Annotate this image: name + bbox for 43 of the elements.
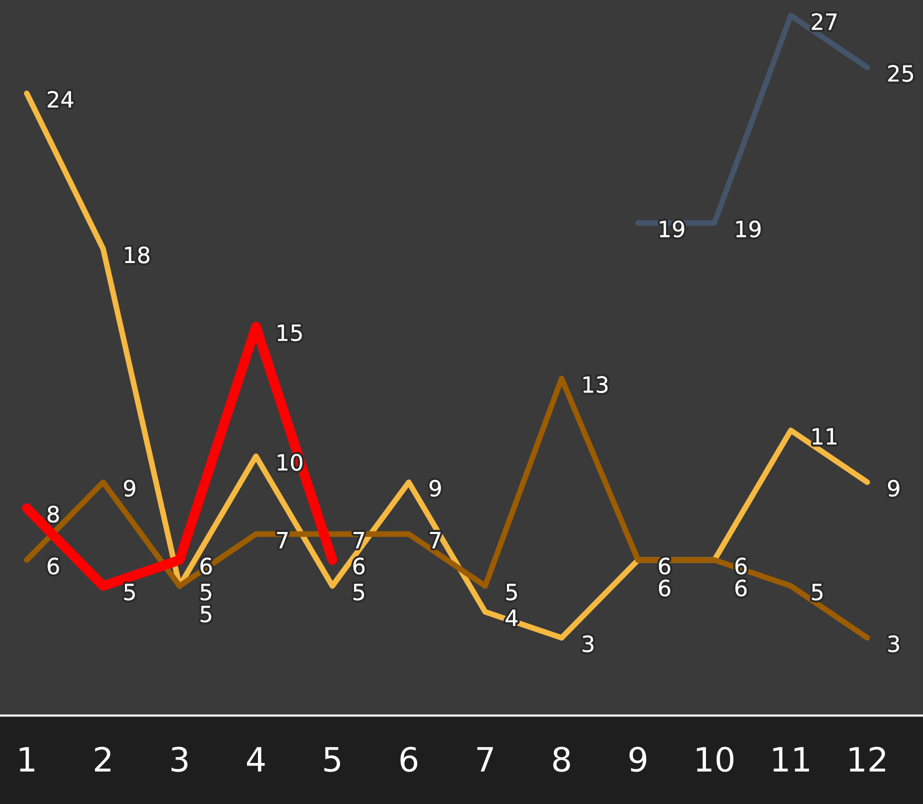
data-label: 11 (812, 428, 836, 445)
data-label: 5 (200, 606, 212, 622)
data-label: 9 (124, 480, 136, 497)
x-tick-label: 5 (324, 747, 340, 772)
data-label: 5 (812, 584, 822, 600)
x-tick-label: 7 (477, 747, 493, 772)
data-label: 3 (888, 635, 900, 652)
data-label: 5 (124, 584, 135, 600)
data-label: 9 (888, 480, 900, 497)
data-label: 7 (430, 532, 440, 548)
data-label: 18 (125, 246, 150, 264)
x-tick-label: 1 (20, 747, 34, 772)
data-label: 25 (888, 65, 914, 82)
x-tick-label: 3 (171, 746, 188, 772)
x-tick-label: 12 (850, 746, 886, 772)
data-label: 6 (48, 558, 59, 574)
data-label: 15 (278, 324, 302, 342)
data-label: 5 (200, 584, 212, 600)
x-tick-label: 6 (400, 746, 418, 772)
data-label: 9 (430, 480, 441, 497)
data-label: 19 (736, 220, 761, 238)
data-label: 5 (354, 584, 364, 600)
x-tick-label: 11 (773, 747, 809, 772)
x-tick-label: 8 (553, 746, 570, 772)
data-label: 27 (812, 13, 837, 30)
data-label: 6 (658, 558, 670, 574)
data-label: 7 (354, 532, 364, 548)
data-label: 13 (583, 376, 608, 393)
x-tick-label: 2 (94, 746, 110, 772)
data-label: 7 (277, 532, 288, 548)
x-tick-label: 9 (629, 746, 646, 772)
data-label: 6 (200, 558, 212, 574)
x-tick-label: 10 (696, 746, 734, 772)
data-label: 6 (658, 580, 670, 596)
data-label: 24 (48, 90, 74, 108)
data-label: 3 (582, 635, 594, 652)
data-label: 6 (353, 558, 365, 574)
data-label: 5 (506, 584, 517, 600)
data-label: 19 (660, 220, 684, 238)
data-label: 6 (735, 558, 747, 574)
x-tick-label: 4 (246, 747, 265, 772)
data-label: 6 (735, 580, 747, 596)
data-label: 8 (48, 506, 59, 523)
